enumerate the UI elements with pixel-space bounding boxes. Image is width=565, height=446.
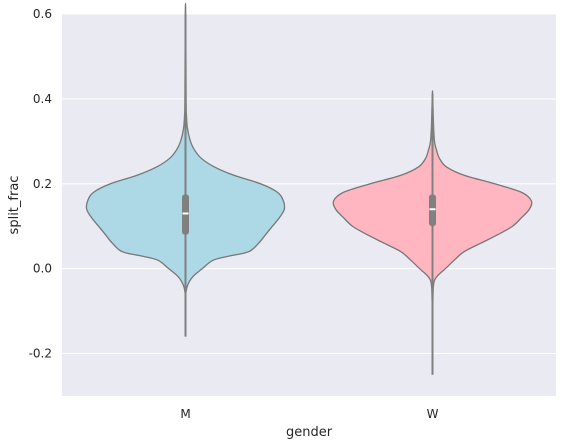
y-tick-labels: -0.2 0.0 0.2 0.4 0.6 bbox=[29, 7, 52, 361]
y-axis-label: split_frac bbox=[7, 176, 22, 235]
y-tick-label: 0.6 bbox=[33, 7, 52, 21]
violin-W bbox=[332, 90, 533, 375]
x-tick-label: M bbox=[180, 407, 190, 421]
y-tick-label: 0.4 bbox=[33, 92, 52, 106]
violin-iqr-box bbox=[429, 194, 436, 227]
x-axis-label: gender bbox=[286, 425, 333, 440]
violin-M bbox=[85, 2, 286, 337]
y-tick-label: 0.2 bbox=[33, 177, 52, 191]
x-tick-label: W bbox=[427, 407, 439, 421]
y-tick-label: -0.2 bbox=[29, 347, 52, 361]
violin-iqr-box bbox=[182, 194, 189, 235]
y-tick-label: 0.0 bbox=[33, 262, 52, 276]
violins bbox=[85, 2, 533, 375]
